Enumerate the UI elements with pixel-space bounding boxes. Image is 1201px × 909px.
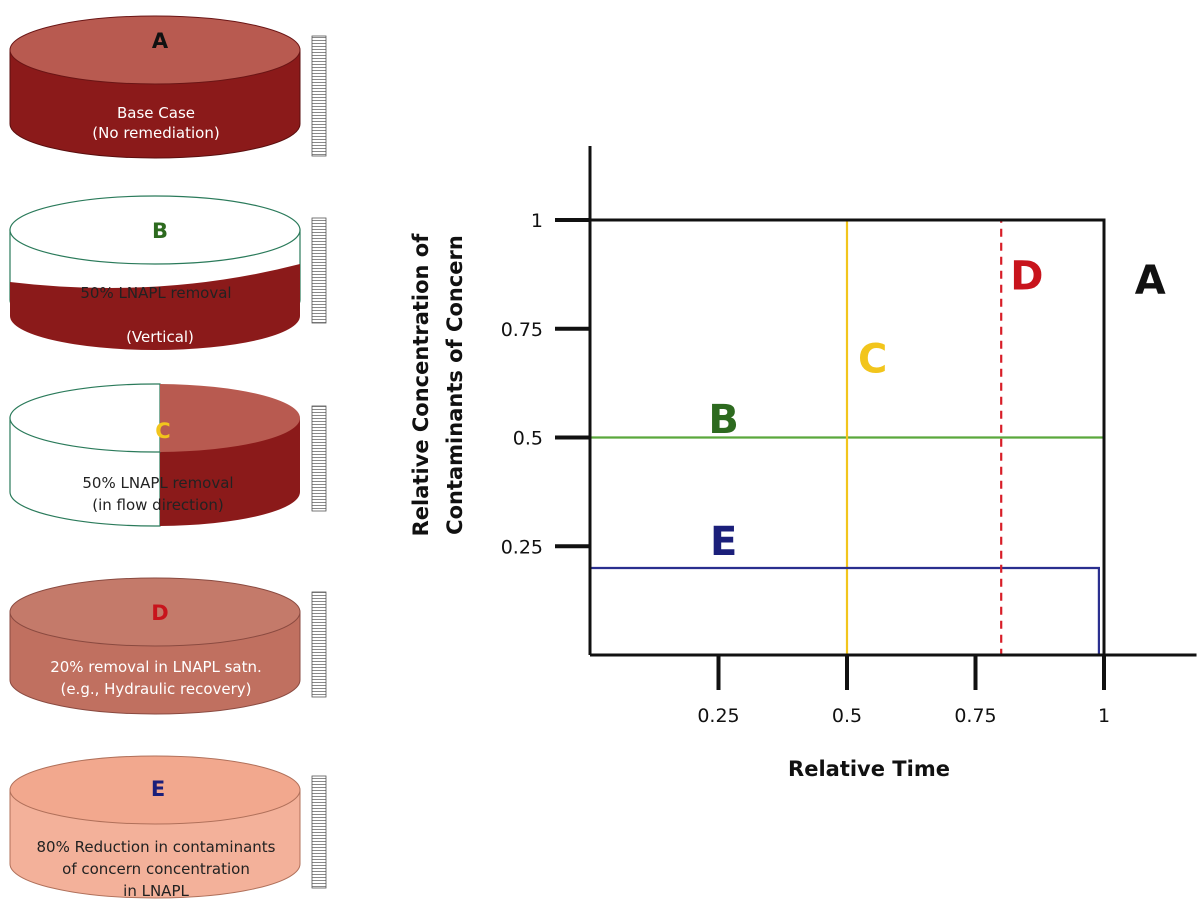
scale-bar-d bbox=[311, 591, 327, 698]
y-axis-title-line-1: Relative Concentration of bbox=[409, 233, 433, 537]
scenario-text: Base Case bbox=[117, 104, 195, 122]
scenario-text: in LNAPL bbox=[123, 882, 189, 900]
plot-labels: A B C D E bbox=[708, 254, 1165, 565]
scenario-text: 50% LNAPL removal bbox=[82, 474, 233, 492]
x-tick-label: 0.75 bbox=[954, 705, 996, 727]
series-label-a: A bbox=[1135, 258, 1166, 304]
series-label-b: B bbox=[708, 397, 739, 443]
scenario-text: of concern concentration bbox=[62, 860, 250, 878]
scenario-text: 50% LNAPL removal bbox=[80, 284, 231, 302]
x-tick-label: 0.5 bbox=[832, 705, 862, 727]
cylinder-a: A Base Case (No remediation) bbox=[9, 15, 327, 159]
scale-bar-c bbox=[311, 405, 327, 512]
x-tick-label: 1 bbox=[1098, 705, 1110, 727]
scenario-letter: A bbox=[152, 29, 169, 53]
x-tick-label: 0.25 bbox=[697, 705, 739, 727]
scale-bar-e bbox=[311, 775, 327, 889]
scenario-letter: B bbox=[152, 219, 168, 243]
y-tick-label: 0.75 bbox=[501, 319, 543, 341]
plot-series bbox=[590, 218, 1106, 655]
cylinder-b: B 50% LNAPL removal (Vertical) bbox=[9, 195, 327, 350]
y-axis-title-line-2: Contaminants of Concern bbox=[443, 235, 467, 535]
scenario-text: 20% removal in LNAPL satn. bbox=[50, 658, 262, 676]
plot-axes bbox=[588, 146, 1197, 657]
series-line-e bbox=[590, 566, 1101, 655]
plot-ticks: 0.25 0.5 0.75 1 0.25 0.5 0.75 1 bbox=[501, 210, 1110, 727]
scenario-letter: E bbox=[151, 777, 165, 801]
series-label-e: E bbox=[710, 519, 737, 565]
y-tick-label: 0.25 bbox=[501, 536, 543, 558]
scenario-cylinders: A Base Case (No remediation) B 50% LNAPL… bbox=[9, 15, 327, 900]
scenario-letter: C bbox=[155, 419, 170, 443]
y-tick-label: 0.5 bbox=[513, 428, 543, 450]
scale-bar-b bbox=[311, 217, 327, 324]
scenario-text: (Vertical) bbox=[126, 328, 194, 346]
scenario-text: (e.g., Hydraulic recovery) bbox=[60, 680, 251, 698]
scale-bar-a bbox=[311, 35, 327, 157]
scenario-letter: D bbox=[151, 601, 168, 625]
x-axis-title: Relative Time bbox=[788, 757, 950, 781]
series-label-c: C bbox=[858, 336, 887, 382]
y-tick-label: 1 bbox=[531, 210, 543, 232]
scenario-text: (in flow direction) bbox=[92, 496, 224, 514]
series-line-a bbox=[590, 218, 1106, 655]
scenario-text: (No remediation) bbox=[92, 124, 219, 142]
scenario-text: 80% Reduction in contaminants bbox=[37, 838, 276, 856]
cylinder-d: D 20% removal in LNAPL satn. (e.g., Hydr… bbox=[9, 577, 327, 715]
cylinder-e: E 80% Reduction in contaminants of conce… bbox=[9, 755, 327, 900]
cylinder-c: C 50% LNAPL removal (in flow direction) bbox=[9, 383, 327, 527]
series-label-d: D bbox=[1010, 254, 1043, 300]
